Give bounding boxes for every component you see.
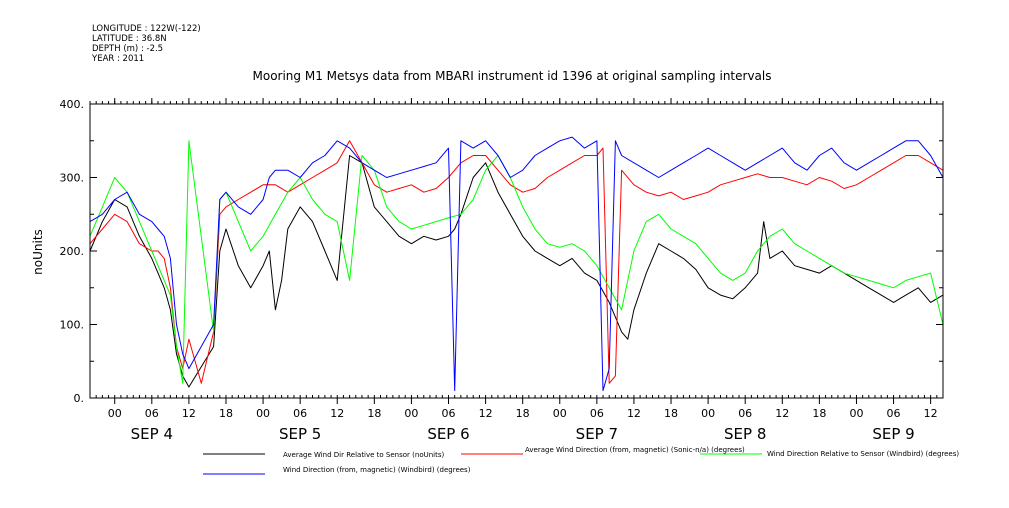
y-tick-label: 0. bbox=[74, 392, 85, 405]
x-tick-label: 00 bbox=[701, 407, 715, 420]
x-tick-label: 00 bbox=[553, 407, 567, 420]
x-tick-label: 18 bbox=[664, 407, 678, 420]
x-tick-label: 12 bbox=[924, 407, 938, 420]
x-tick-label: 00 bbox=[256, 407, 270, 420]
x-tick-label: 18 bbox=[812, 407, 826, 420]
legend: Average Wind Dir Relative to Sensor (noU… bbox=[203, 446, 959, 474]
meta-block: LONGITUDE : 122W(-122) LATITUDE : 36.8N … bbox=[91, 24, 201, 64]
chart-title: Mooring M1 Metsys data from MBARI instru… bbox=[253, 69, 772, 83]
y-tick-label: 400. bbox=[60, 98, 85, 111]
x-tick-label: 06 bbox=[442, 407, 456, 420]
y-tick-label: 200. bbox=[60, 245, 85, 258]
x-tick-label: 06 bbox=[590, 407, 604, 420]
x-day-label: SEP 6 bbox=[427, 425, 469, 443]
chart-svg: LONGITUDE : 122W(-122) LATITUDE : 36.8N … bbox=[0, 0, 1009, 504]
x-tick-label: 00 bbox=[404, 407, 418, 420]
x-tick-label: 12 bbox=[479, 407, 493, 420]
x-tick-label: 06 bbox=[887, 407, 901, 420]
x-tick-label: 00 bbox=[108, 407, 122, 420]
legend-label-rel-sensor: Average Wind Dir Relative to Sensor (noU… bbox=[283, 451, 444, 459]
legend-label-windbird-mag: Wind Direction (from, magnetic) (Windbir… bbox=[283, 466, 471, 474]
y-axis-label: noUnits bbox=[31, 229, 45, 275]
legend-label-windbird-rel: Wind Direction Relative to Sensor (Windb… bbox=[767, 450, 959, 458]
x-day-label: SEP 7 bbox=[576, 425, 618, 443]
meta-latitude: LATITUDE : 36.8N bbox=[92, 34, 167, 44]
x-tick-label: 00 bbox=[849, 407, 863, 420]
x-tick-label: 18 bbox=[516, 407, 530, 420]
y-tick-label: 100. bbox=[60, 319, 85, 332]
legend-label-sonic: Average Wind Direction (from, magnetic) … bbox=[525, 446, 745, 454]
x-tick-label: 06 bbox=[293, 407, 307, 420]
y-tick-label: 300. bbox=[60, 172, 85, 185]
series-layer bbox=[90, 137, 943, 391]
meta-depth: DEPTH (m) : -2.5 bbox=[92, 44, 163, 54]
x-tick-label: 12 bbox=[627, 407, 641, 420]
x-tick-label: 06 bbox=[738, 407, 752, 420]
meta-year: YEAR : 2011 bbox=[91, 54, 144, 64]
series-line-2 bbox=[90, 141, 943, 383]
x-tick-label: 18 bbox=[219, 407, 233, 420]
x-day-label: SEP 5 bbox=[279, 425, 321, 443]
x-tick-label: 12 bbox=[182, 407, 196, 420]
x-tick-label: 12 bbox=[775, 407, 789, 420]
x-day-label: SEP 9 bbox=[872, 425, 914, 443]
x-tick-label: 18 bbox=[367, 407, 381, 420]
x-day-label: SEP 8 bbox=[724, 425, 766, 443]
x-day-label: SEP 4 bbox=[131, 425, 173, 443]
series-line-3 bbox=[90, 137, 943, 391]
x-tick-label: 12 bbox=[330, 407, 344, 420]
series-line-0 bbox=[90, 156, 943, 388]
meta-longitude: LONGITUDE : 122W(-122) bbox=[92, 24, 201, 34]
x-tick-label: 06 bbox=[145, 407, 159, 420]
series-line-1 bbox=[90, 141, 943, 383]
